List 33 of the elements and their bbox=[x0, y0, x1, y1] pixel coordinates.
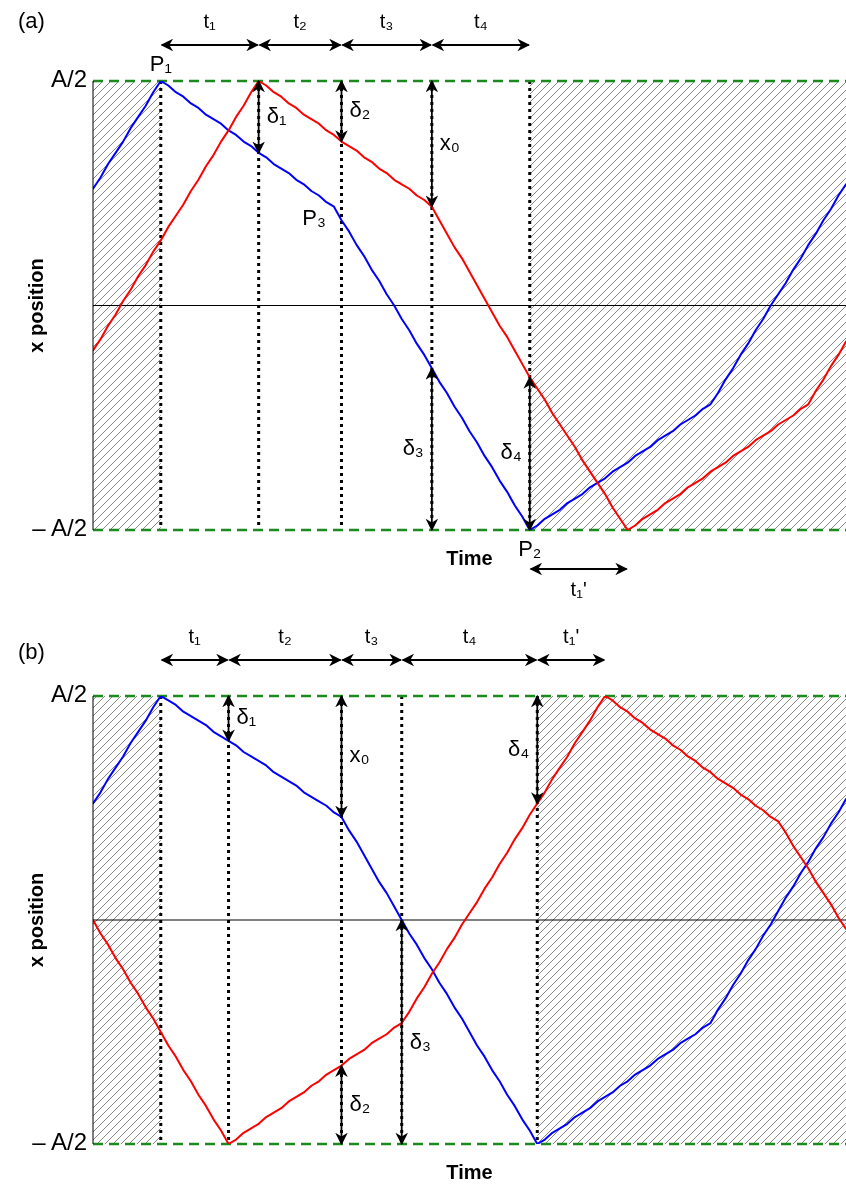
text: P₂ bbox=[518, 536, 542, 561]
x-axis-title: Time bbox=[446, 547, 493, 570]
text: t₃ bbox=[364, 625, 379, 648]
ref-line-label: – A/2 bbox=[32, 1128, 87, 1156]
annotation: δ₁ bbox=[266, 102, 287, 128]
x-axis-title: Time bbox=[446, 1161, 493, 1184]
annotation: x₀ bbox=[349, 742, 370, 768]
text: t₄ bbox=[473, 10, 488, 33]
text: P₁ bbox=[149, 51, 172, 76]
text: t₄ bbox=[462, 625, 477, 648]
annotation: δ₂ bbox=[349, 1090, 371, 1116]
text: t₂ bbox=[278, 625, 292, 648]
ref-line-label: A/2 bbox=[50, 680, 87, 708]
annotation: δ₄ bbox=[500, 439, 522, 465]
text: t₂ bbox=[293, 10, 307, 33]
text: t₃ bbox=[379, 10, 394, 33]
text: t₁ bbox=[203, 10, 217, 33]
text: t₁' bbox=[570, 578, 587, 601]
annotation: x₀ bbox=[439, 129, 460, 155]
text: t₁' bbox=[563, 625, 580, 648]
annotation: P₃ bbox=[302, 204, 326, 230]
ref-line-label: A/2 bbox=[50, 65, 87, 93]
chart-title: (b) bbox=[18, 638, 45, 664]
annotation: δ₁ bbox=[236, 704, 257, 730]
y-axis-title: x position bbox=[25, 258, 48, 353]
annotation: δ₄ bbox=[508, 735, 530, 761]
annotation: δ₃ bbox=[409, 1029, 431, 1055]
annotation: δ₃ bbox=[402, 434, 424, 460]
ref-line-label: – A/2 bbox=[32, 514, 87, 542]
y-axis-title: x position bbox=[25, 872, 48, 968]
text: t₁ bbox=[188, 625, 202, 648]
chart-title: (a) bbox=[18, 7, 45, 33]
annotation: δ₂ bbox=[349, 97, 371, 123]
